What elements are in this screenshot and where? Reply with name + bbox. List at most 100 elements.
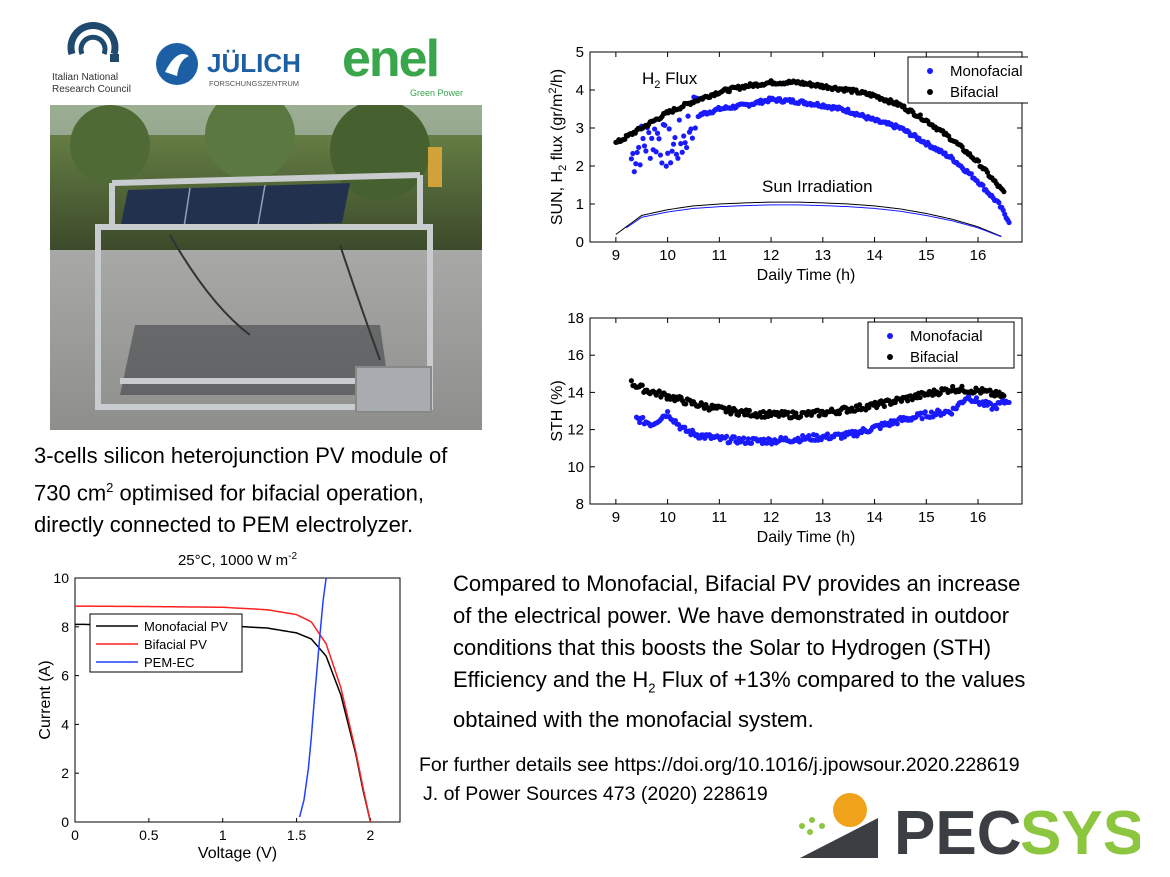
data-point: [636, 144, 642, 151]
data-point: [689, 135, 695, 141]
data-point: [881, 403, 887, 410]
data-point: [959, 383, 965, 389]
x-tick-label: 10: [659, 247, 676, 264]
legend-marker: [927, 68, 933, 74]
data-point: [973, 395, 980, 401]
data-point: [748, 440, 755, 446]
data-point: [683, 144, 690, 151]
data-point: [1006, 399, 1012, 406]
summary-line1: Compared to Monofacial, Bifacial PV prov…: [453, 571, 1021, 596]
y-tick-label: 12: [567, 422, 584, 439]
data-point: [657, 152, 664, 158]
data-point: [723, 433, 730, 439]
pv-module-photo: [50, 105, 482, 430]
y-tick-label: 10: [567, 459, 584, 476]
caption-line2: 730 cm2 optimised for bifacial operation…: [34, 480, 425, 506]
data-point: [672, 134, 678, 141]
data-point: [806, 433, 812, 439]
data-point: [933, 412, 939, 418]
y-tick-label: 2: [576, 158, 584, 175]
data-point: [793, 410, 799, 416]
y-tick-label: 8: [576, 496, 584, 513]
data-point: [652, 126, 658, 132]
data-point: [637, 162, 643, 168]
data-point: [1001, 189, 1007, 195]
data-point: [681, 133, 687, 139]
summary-line5: obtained with the monofacial system.: [453, 707, 814, 733]
data-point: [633, 161, 639, 167]
y-tick-label: 10: [53, 570, 69, 586]
h2-flux-annotation: H2 Flux: [642, 69, 698, 91]
data-point: [1006, 219, 1012, 226]
data-point: [675, 155, 681, 161]
y-tick-label: 3: [576, 120, 584, 137]
data-point: [643, 148, 649, 154]
y-tick-label: 14: [567, 384, 584, 401]
pecsys-pec: PEC: [894, 799, 1021, 868]
y-tick-label: 1: [576, 196, 584, 213]
x-tick-label: 16: [970, 247, 987, 264]
x-tick-label: 10: [659, 509, 676, 526]
data-point: [646, 129, 652, 136]
data-point: [628, 378, 634, 384]
legend-box: [907, 56, 1028, 104]
module-caption: 3-cells silicon heterojunction PV module…: [34, 440, 524, 541]
sun-irradiation-line-mono: [625, 204, 1002, 238]
data-point: [682, 424, 688, 430]
pecsys-sys: SYS: [1020, 799, 1140, 868]
series-monofacial: [628, 94, 1012, 226]
data-point: [996, 199, 1002, 206]
legend-label: Monofacial PV: [144, 619, 228, 634]
cnr-line2: Research Council: [52, 84, 131, 95]
data-point: [922, 409, 928, 415]
data-point: [683, 401, 689, 407]
data-point: [994, 406, 1000, 412]
legend-marker: [887, 333, 893, 339]
enel-name: enel: [342, 30, 438, 88]
data-point: [726, 404, 732, 410]
data-point: [917, 394, 923, 401]
y-tick-label: 4: [61, 716, 69, 732]
y-tick-label: 8: [61, 619, 69, 635]
data-point: [919, 416, 925, 422]
y-tick-label: 2: [61, 765, 69, 781]
data-point: [785, 409, 791, 416]
data-point: [665, 150, 671, 156]
data-point: [649, 135, 655, 141]
legend-marker: [927, 89, 933, 95]
data-point: [679, 149, 685, 155]
data-point: [663, 163, 669, 169]
data-point: [682, 140, 688, 146]
x-tick-label: 13: [814, 509, 831, 526]
x-tick-label: 12: [763, 509, 780, 526]
chart-title: 25°C, 1000 W m-2: [178, 551, 298, 569]
summary-line4: Efficiency and the H2 Flux of +13% compa…: [453, 667, 1026, 696]
series-bifacial-pv: [74, 605, 372, 823]
data-point: [1001, 393, 1007, 399]
y-tick-label: 5: [576, 44, 584, 61]
doi-reference[interactable]: For further details see https://doi.org/…: [419, 754, 1020, 776]
data-point: [668, 160, 674, 166]
cnr-logo: Italian National Research Council: [52, 21, 131, 95]
sth-chart: 9 10 11 12 13 14 15 16 8 10 12 14 16 18 Daily Time (h)…: [549, 310, 1023, 546]
data-point: [669, 148, 675, 154]
data-point: [975, 158, 982, 164]
data-point: [877, 425, 883, 432]
legend-box: [867, 321, 1015, 369]
data-point: [746, 407, 752, 414]
x-tick-label: 0.5: [139, 827, 159, 843]
data-point: [688, 126, 694, 132]
data-point: [628, 156, 634, 162]
data-point: [949, 411, 955, 417]
data-point: [741, 435, 747, 441]
data-point: [745, 436, 751, 442]
data-point: [659, 160, 665, 166]
data-point: [662, 122, 668, 128]
legend-marker: [887, 354, 893, 360]
data-point: [678, 141, 684, 147]
x-axis-label: Daily Time (h): [757, 267, 856, 284]
cnr-line1: Italian National: [52, 72, 118, 83]
data-point: [670, 141, 677, 147]
y-tick-label: 16: [567, 347, 584, 364]
